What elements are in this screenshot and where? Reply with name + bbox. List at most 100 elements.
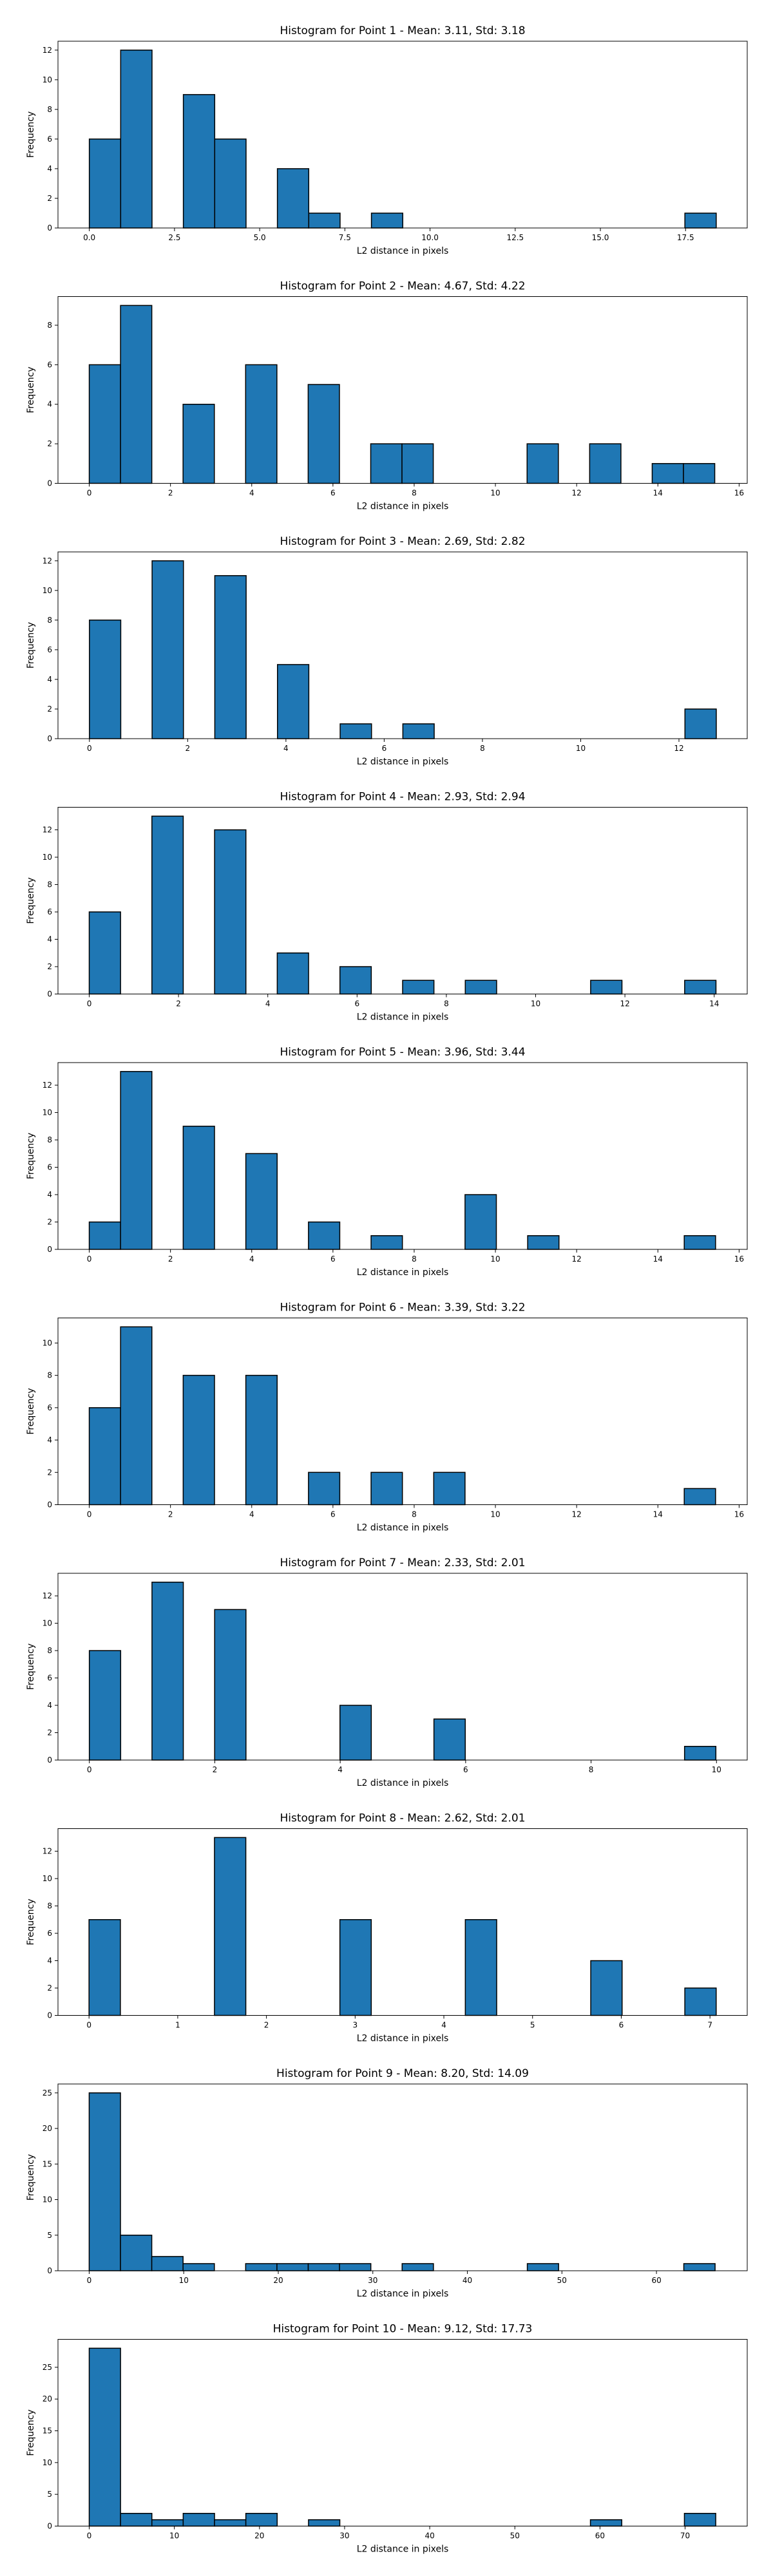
histogram-bar (370, 1235, 403, 1250)
x-axis-label: L2 distance in pixels (357, 246, 449, 256)
histogram-bar (120, 2235, 153, 2271)
y-tick-label: 0 (47, 223, 52, 232)
histogram-bar (590, 1960, 623, 2016)
histogram-bar (88, 1919, 121, 2016)
axes-frame (57, 1828, 748, 2016)
x-tick-label: 12 (572, 1510, 582, 1519)
histogram-bar (433, 1472, 466, 1506)
x-tick-label: 10 (179, 2276, 189, 2285)
y-tick-label: 0 (47, 2522, 52, 2531)
x-tick-label: 4 (283, 744, 289, 753)
x-tick-label: 6 (330, 1510, 336, 1519)
axes-frame (57, 551, 748, 739)
x-tick-label: 20 (254, 2532, 264, 2541)
y-tick-label: 10 (43, 853, 52, 862)
histogram-bar (464, 980, 497, 995)
y-tick-label: 6 (47, 1163, 52, 1172)
y-tick-label: 4 (47, 164, 52, 173)
y-tick-label: 0 (47, 1756, 52, 1765)
x-tick-label: 4 (249, 1510, 254, 1519)
histogram-bar (245, 2263, 278, 2271)
y-tick-label: 6 (47, 1674, 52, 1683)
histogram-bar (651, 463, 684, 484)
axes-frame (57, 1062, 748, 1250)
y-tick-label: 12 (43, 556, 52, 565)
histogram-bar (590, 980, 623, 995)
chart-title: Histogram for Point 4 - Mean: 2.93, Std:… (280, 791, 525, 804)
y-tick-label: 12 (43, 826, 52, 835)
x-tick-label: 50 (557, 2276, 567, 2285)
x-tick-label: 12 (674, 744, 683, 753)
histogram-bar (88, 364, 121, 484)
y-tick-label: 0 (47, 2011, 52, 2020)
x-tick-label: 0 (87, 2532, 92, 2541)
histogram-bar (88, 1407, 121, 1506)
chart-title: Histogram for Point 7 - Mean: 2.33, Std:… (280, 1557, 525, 1569)
y-tick-label: 25 (43, 2363, 52, 2372)
x-tick-label: 40 (425, 2532, 434, 2541)
x-tick-label: 8 (412, 1510, 417, 1519)
x-tick-label: 0 (87, 2276, 92, 2285)
x-tick-label: 2 (168, 489, 173, 498)
x-tick-label: 12 (572, 489, 582, 498)
histogram-bar (308, 1472, 341, 1506)
y-tick-label: 12 (43, 46, 52, 55)
histogram-bar (401, 2263, 434, 2271)
y-tick-label: 4 (47, 935, 52, 944)
x-tick-label: 12.5 (506, 233, 524, 242)
histogram-bar (276, 2263, 309, 2271)
x-tick-label: 16 (734, 489, 744, 498)
x-tick-label: 4 (249, 1255, 254, 1264)
axes-frame (57, 2339, 748, 2526)
histogram-bar (339, 723, 372, 739)
chart-panel-10: Histogram for Point 10 - Mean: 9.12, Std… (26, 2323, 748, 2555)
histogram-bar (151, 1582, 184, 1761)
histogram-bar (683, 463, 716, 484)
x-tick-label: 2 (176, 999, 181, 1009)
x-tick-label: 10 (490, 489, 500, 498)
histogram-bar (464, 1919, 497, 2016)
x-tick-label: 0 (87, 1765, 92, 1774)
histogram-bar (589, 443, 622, 484)
axes-frame (57, 1573, 748, 1761)
histogram-bar (88, 138, 122, 229)
chart-panel-4: Histogram for Point 4 - Mean: 2.93, Std:… (26, 791, 748, 1023)
x-tick-label: 60 (595, 2532, 605, 2541)
histogram-bar (182, 2513, 215, 2527)
histogram-bar (683, 1235, 716, 1250)
x-tick-label: 10.0 (421, 233, 439, 242)
histogram-bar (88, 2092, 121, 2271)
histogram-bar (370, 443, 403, 484)
x-tick-label: 5 (530, 2021, 535, 2030)
x-tick-label: 0 (87, 744, 92, 753)
histogram-bar (182, 94, 216, 229)
axes-frame (57, 41, 748, 229)
x-tick-label: 6 (330, 489, 336, 498)
x-tick-label: 0 (87, 999, 92, 1009)
y-tick-label: 2 (47, 1468, 52, 1477)
y-tick-label: 10 (43, 1108, 52, 1117)
x-tick-label: 60 (651, 2276, 661, 2285)
histogram-bar (120, 2513, 153, 2527)
x-tick-label: 6 (382, 744, 387, 753)
x-tick-label: 1 (175, 2021, 180, 2030)
x-axis-label: L2 distance in pixels (357, 2544, 449, 2555)
axes-frame (57, 296, 748, 484)
y-axis-label: Frequency (26, 2154, 36, 2201)
histogram-bar (684, 980, 717, 995)
y-tick-label: 8 (47, 616, 52, 625)
chart-title: Histogram for Point 2 - Mean: 4.67, Std:… (280, 280, 525, 293)
y-tick-label: 0 (47, 990, 52, 999)
histogram-bar (245, 2513, 278, 2527)
y-axis-label: Frequency (26, 1899, 36, 1945)
histogram-bar (120, 305, 153, 484)
chart-panel-2: Histogram for Point 2 - Mean: 4.67, Std:… (26, 280, 748, 512)
histogram-bar (308, 2519, 341, 2527)
x-tick-label: 17.5 (677, 233, 694, 242)
chart-panel-9: Histogram for Point 9 - Mean: 8.20, Std:… (26, 2067, 748, 2299)
histogram-bar (589, 2519, 622, 2527)
x-tick-label: 70 (680, 2532, 690, 2541)
histogram-bar (120, 1326, 153, 1506)
histogram-bar (88, 1650, 122, 1761)
y-tick-label: 4 (47, 675, 52, 684)
